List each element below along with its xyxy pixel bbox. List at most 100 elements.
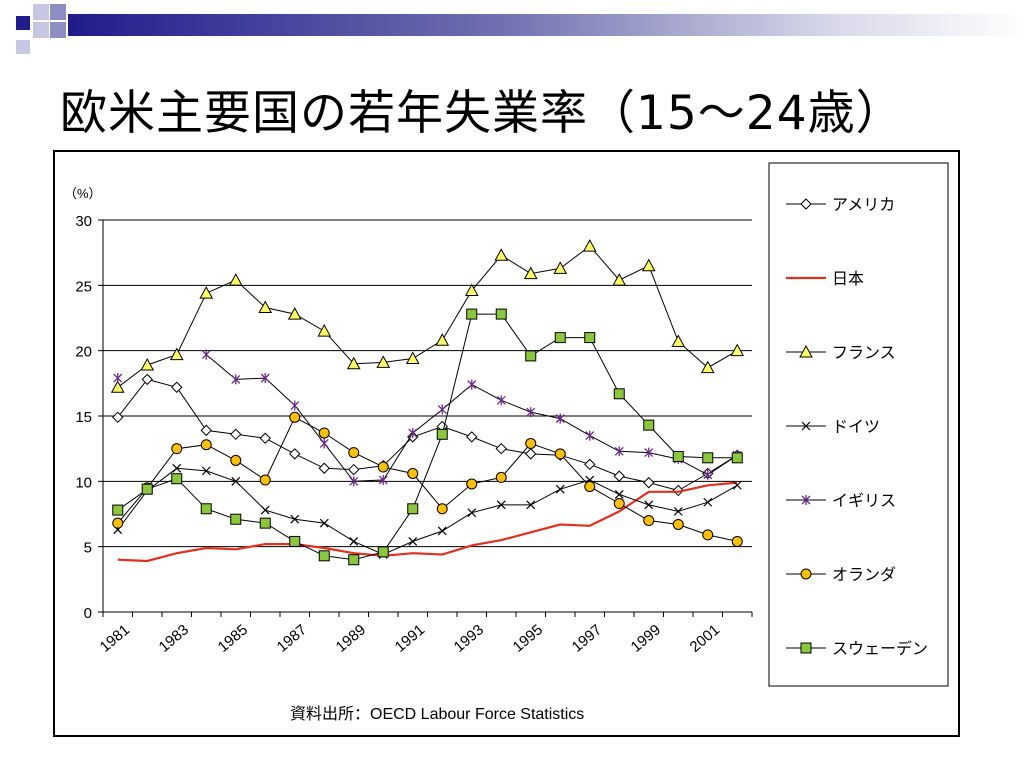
marker-square [348, 554, 360, 566]
marker-diamond [613, 470, 625, 482]
marker-square [495, 308, 507, 320]
source-note: 資料出所：OECD Labour Force Statistics [290, 706, 585, 723]
marker-circle [377, 461, 389, 473]
marker-triangle [700, 360, 715, 374]
marker-diamond [200, 424, 212, 437]
marker-square [584, 332, 596, 344]
corner-square-light-2 [33, 22, 49, 38]
marker-circle [495, 471, 507, 483]
page-title: 欧米主要国の若年失業率（15～24歳） [60, 86, 904, 141]
marker-circle [643, 515, 655, 527]
marker-star [113, 373, 123, 384]
marker-circle [436, 503, 448, 515]
marker-square [171, 473, 183, 485]
marker-x [201, 466, 211, 476]
series-4 [113, 349, 742, 487]
series-line [117, 313, 738, 561]
marker-square [230, 513, 242, 525]
series-6 [112, 308, 743, 566]
marker-triangle [317, 324, 332, 337]
marker-x [555, 484, 565, 494]
series-line [117, 245, 738, 388]
marker-x [437, 526, 447, 536]
marker-circle [112, 517, 124, 529]
marker-triangle [494, 248, 509, 261]
marker-star [496, 395, 506, 406]
marker-circle [672, 518, 684, 530]
marker-star [290, 400, 300, 411]
x-tick-label: 1985 [215, 621, 251, 655]
marker-circle [466, 478, 478, 490]
marker-x [614, 489, 624, 499]
corner-square-dark [16, 16, 30, 30]
marker-circle [525, 437, 537, 449]
corner-square-light-3 [16, 40, 30, 54]
y-tick-label: 20 [75, 344, 92, 361]
marker-star [378, 475, 388, 486]
y-tick-label: 15 [75, 409, 92, 426]
marker-triangle [140, 357, 155, 371]
legend-entry: アメリカ [832, 197, 895, 214]
marker-circle [200, 439, 212, 451]
grid [103, 219, 752, 548]
marker-triangle [435, 333, 450, 346]
marker-triangle [405, 351, 420, 365]
marker-star [201, 349, 211, 360]
marker-circle [230, 454, 242, 466]
marker-square [525, 350, 537, 362]
marker-circle [289, 411, 301, 423]
corner-square-mid [50, 4, 66, 20]
corner-square-light [33, 4, 49, 20]
x-tick-label: 1987 [274, 621, 310, 655]
marker-triangle [199, 286, 214, 299]
marker-square [672, 451, 684, 463]
series-line [117, 378, 738, 492]
marker-diamond [171, 381, 183, 393]
marker-star [231, 374, 241, 385]
marker-triangle [169, 347, 184, 361]
marker-triangle [376, 355, 391, 368]
x-tick-label: 1995 [510, 621, 546, 655]
series-line [117, 481, 738, 563]
marker-x [349, 537, 359, 546]
marker-diamond [466, 431, 478, 443]
marker-diamond [318, 462, 330, 474]
marker-star [408, 427, 418, 438]
marker-triangle [671, 334, 686, 348]
series-line [117, 467, 738, 556]
marker-diamond [525, 448, 537, 460]
series-line [205, 354, 738, 482]
legend-entry: スウェーデン [832, 639, 928, 658]
x-tick-label: 1993 [451, 621, 487, 655]
marker-x [801, 421, 811, 431]
marker-square [259, 517, 271, 529]
marker-square [800, 642, 812, 654]
marker-square [554, 332, 566, 344]
y-tick-label: 5 [84, 540, 92, 557]
marker-circle [348, 447, 360, 459]
marker-square [702, 452, 714, 464]
marker-diamond [141, 373, 153, 386]
marker-square [613, 388, 625, 400]
marker-star [703, 469, 713, 480]
y-tick-label: 0 [84, 605, 92, 622]
marker-x [319, 518, 329, 528]
marker-circle [731, 535, 743, 547]
marker-square [377, 546, 389, 558]
legend-entry: 日本 [832, 270, 864, 288]
marker-star [555, 413, 565, 424]
marker-diamond [112, 411, 124, 424]
marker-triangle [523, 266, 538, 280]
marker-square [318, 550, 330, 562]
marker-triangle [641, 258, 656, 272]
x-tick-label: 1983 [156, 621, 192, 655]
legend-entry: ドイツ [832, 419, 880, 436]
marker-diamond [495, 442, 507, 455]
marker-square [141, 483, 153, 495]
marker-triangle [730, 343, 745, 357]
marker-diamond [643, 476, 655, 489]
marker-star [801, 495, 811, 505]
marker-triangle [346, 356, 361, 370]
marker-triangle [258, 300, 273, 314]
title-bar [68, 14, 1024, 36]
